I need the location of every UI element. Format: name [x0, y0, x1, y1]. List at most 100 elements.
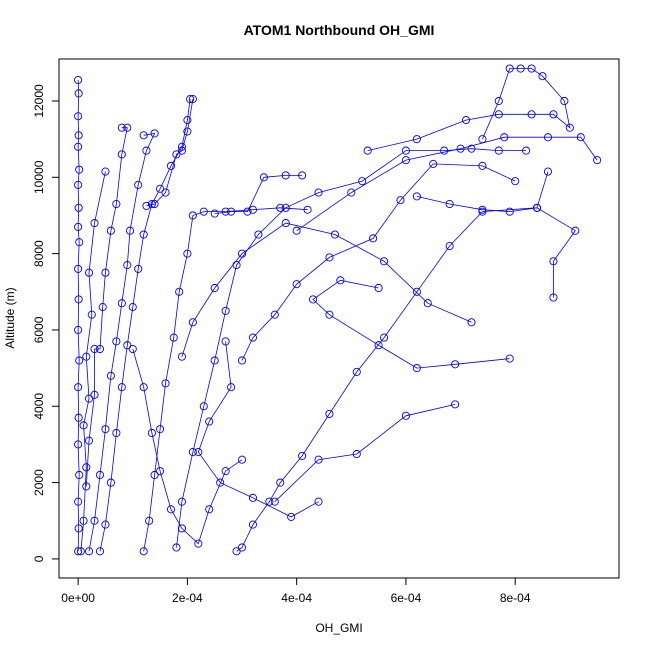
data-point — [74, 413, 83, 422]
data-point — [248, 205, 258, 214]
data-point — [186, 95, 195, 104]
data-point — [248, 333, 258, 342]
data-point — [98, 303, 107, 312]
series-18 — [210, 171, 307, 218]
data-point — [314, 188, 323, 197]
series-19 — [128, 344, 247, 548]
data-point — [90, 390, 99, 399]
data-point — [84, 547, 94, 556]
data-point — [456, 144, 465, 153]
data-point — [374, 341, 383, 350]
data-point — [90, 219, 99, 228]
data-point — [543, 167, 553, 176]
series-line — [88, 132, 156, 552]
data-point — [380, 257, 389, 266]
data-point — [401, 146, 410, 155]
data-point — [221, 467, 230, 476]
data-point — [325, 310, 334, 319]
data-point — [147, 199, 156, 209]
data-point — [194, 448, 203, 457]
data-point — [106, 478, 115, 487]
series-line — [274, 404, 456, 502]
data-point — [549, 293, 558, 302]
data-point — [565, 123, 574, 132]
data-point — [123, 261, 132, 270]
data-point — [74, 524, 83, 533]
data-point — [478, 207, 487, 216]
data-point — [175, 287, 184, 296]
data-point — [352, 367, 361, 376]
data-point — [401, 411, 410, 420]
series-15 — [194, 337, 323, 521]
data-point — [325, 253, 334, 262]
data-point — [210, 283, 219, 293]
data-point — [74, 222, 83, 231]
data-point — [177, 524, 186, 533]
data-point — [467, 318, 476, 327]
data-point — [74, 264, 83, 273]
data-point — [412, 135, 421, 144]
series-1 — [74, 75, 84, 556]
y-tick-label: 10000 — [32, 160, 46, 194]
series-14 — [84, 129, 159, 556]
series-line — [181, 222, 472, 357]
series-line — [197, 341, 319, 518]
data-point — [106, 371, 115, 380]
data-point — [84, 436, 94, 445]
data-point — [538, 72, 547, 81]
data-point — [117, 123, 126, 132]
data-point — [74, 203, 83, 212]
data-point — [128, 303, 137, 312]
data-point — [276, 203, 285, 212]
data-point — [177, 497, 186, 506]
series-4 — [139, 203, 312, 556]
data-point — [281, 171, 290, 180]
data-point — [500, 133, 509, 142]
data-point — [358, 177, 367, 186]
data-point — [82, 463, 91, 472]
series-11 — [363, 64, 574, 155]
data-point — [142, 146, 151, 155]
data-point — [232, 261, 241, 270]
data-point — [145, 516, 154, 525]
x-tick-label: 8e-04 — [500, 591, 531, 605]
data-point — [79, 516, 88, 525]
data-point — [369, 234, 378, 243]
data-point — [161, 379, 170, 388]
x-axis-label: OH_GMI — [315, 621, 362, 635]
y-tick-label: 4000 — [32, 393, 46, 420]
series-2 — [76, 167, 110, 556]
data-point — [95, 344, 105, 354]
data-point — [84, 394, 94, 403]
data-point — [74, 75, 83, 85]
data-point — [281, 203, 290, 212]
series-line — [214, 174, 303, 214]
data-point — [117, 150, 126, 159]
data-point — [74, 497, 83, 506]
data-point — [478, 161, 487, 170]
data-point — [494, 96, 503, 106]
data-point — [505, 354, 514, 363]
data-point — [150, 470, 159, 480]
data-point — [248, 493, 258, 502]
data-point — [232, 547, 241, 556]
y-tick-label: 0 — [32, 555, 46, 562]
chart-title: ATOM1 Northbound OH_GMI — [244, 22, 435, 38]
data-point — [281, 219, 290, 228]
series-9 — [412, 192, 580, 302]
data-point — [75, 356, 84, 365]
data-point — [112, 337, 121, 346]
data-point — [516, 64, 525, 73]
data-point — [412, 287, 421, 296]
data-point — [549, 110, 558, 119]
data-point — [123, 123, 132, 132]
y-tick-label: 12000 — [32, 84, 46, 118]
data-point — [188, 211, 197, 220]
data-point — [74, 180, 83, 189]
series-13 — [82, 123, 132, 491]
data-point — [82, 352, 91, 361]
series-line — [146, 99, 194, 207]
y-tick-label: 2000 — [32, 469, 46, 496]
data-point — [177, 146, 186, 155]
data-point — [205, 505, 214, 514]
